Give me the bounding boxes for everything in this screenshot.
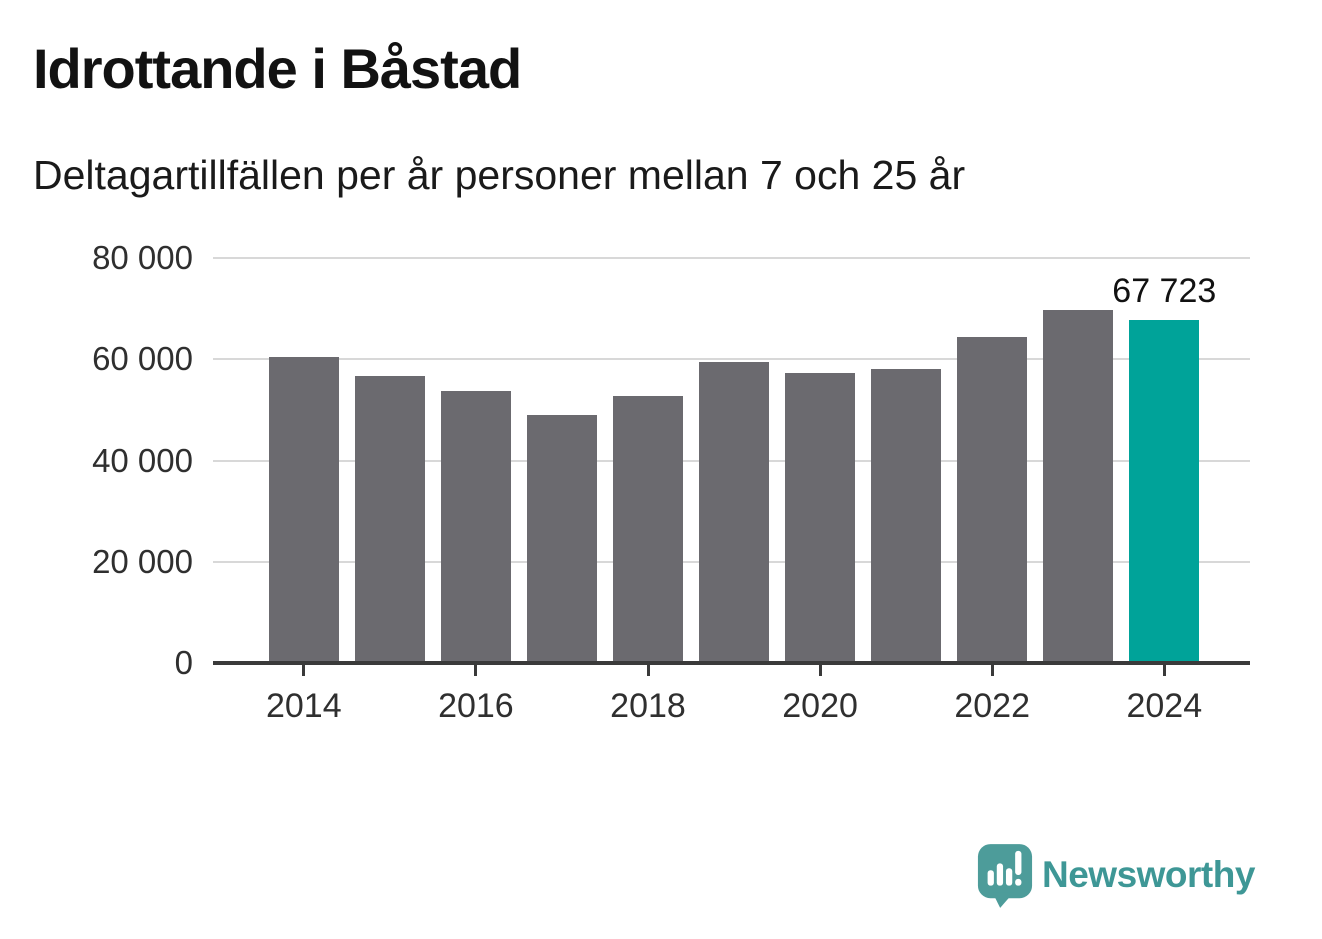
newsworthy-brand-text: Newsworthy [1042,854,1255,895]
bar-2023 [1043,310,1114,663]
gridline-60000 [213,358,1250,361]
bar-2017 [526,415,597,663]
x-axis-tick-2020 [818,665,822,676]
x-axis-label-2020: 2020 [782,687,858,725]
x-axis-line [213,661,1250,665]
bar-2019 [699,362,770,663]
x-axis-tick-2022 [990,665,994,676]
chart-title: Idrottande i Båstad [33,37,522,100]
bar-2016 [440,390,511,663]
bar-2021 [871,368,942,663]
gridline-80000 [213,257,1250,259]
bar-2020 [785,372,856,663]
x-axis-tick-2014 [302,665,306,676]
bar-2024 [1129,320,1200,663]
x-axis-label-2014: 2014 [265,687,342,725]
x-axis-tick-2018 [646,665,650,676]
y-axis-label-20000: 20 000 [92,542,193,580]
bar-2022 [957,336,1028,663]
bar-2014 [268,357,339,663]
chart-subtitle: Deltagartillfällen per år personer mella… [33,152,966,198]
y-axis-label-80000: 80 000 [92,239,193,276]
x-axis-tick-2024 [1162,665,1166,676]
newsworthy-logo: Newsworthy [976,842,1255,910]
x-axis-label-2016: 2016 [438,687,514,725]
x-axis-label-2022: 2022 [954,687,1030,725]
y-axis-label-40000: 40 000 [92,441,193,479]
x-axis-label-2024: 2024 [1126,687,1203,725]
highlight-value-label: 67 723 [1112,272,1217,311]
x-axis-label-2018: 2018 [610,687,686,725]
newsworthy-speech-bubble-chart-icon [977,844,1033,908]
bar-2018 [613,395,683,663]
y-axis-label-60000: 60 000 [92,340,193,378]
y-axis-label-0: 0 [174,644,193,681]
bar-2015 [354,376,425,663]
x-axis-tick-2016 [474,665,478,676]
